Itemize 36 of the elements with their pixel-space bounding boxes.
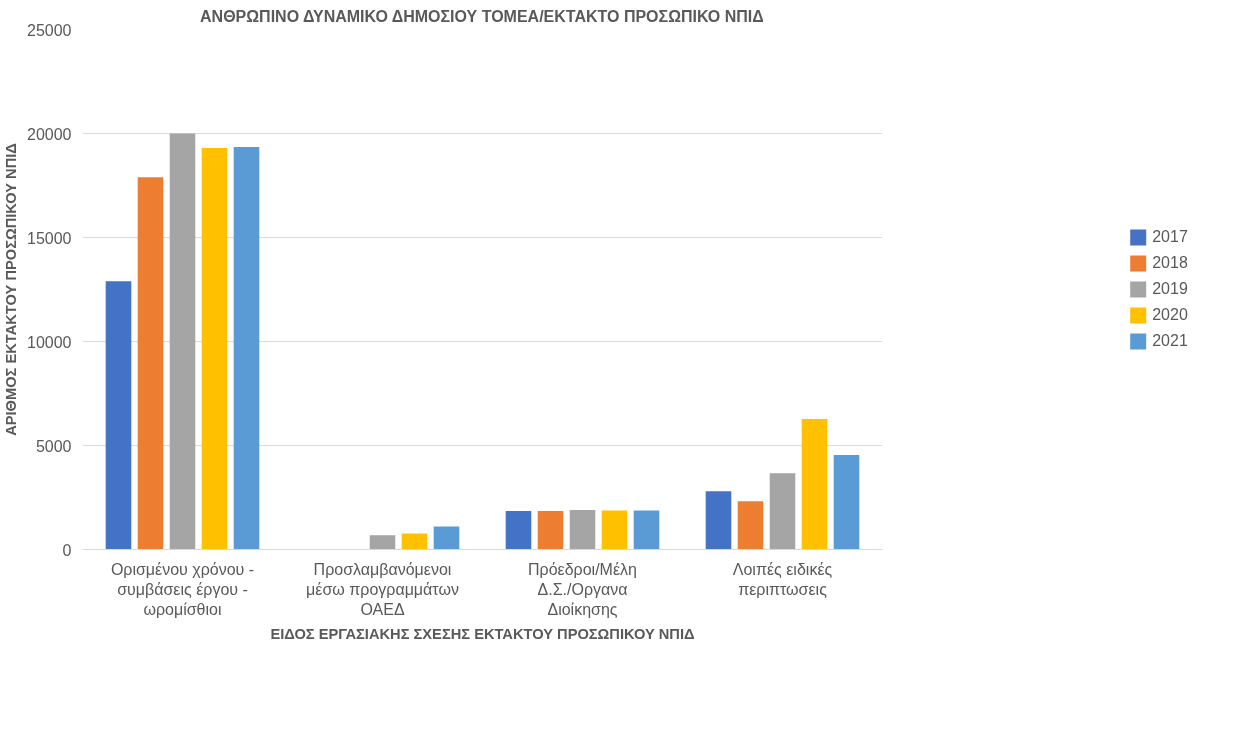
bar <box>401 533 428 550</box>
y-tick-label: 0 <box>62 541 72 559</box>
bar <box>169 133 196 550</box>
y-tick-label: 15000 <box>27 229 72 247</box>
y-tick-label: 10000 <box>27 333 72 351</box>
bar <box>769 473 796 550</box>
bar <box>233 147 260 550</box>
legend-label: 2019 <box>1152 280 1188 298</box>
y-tick-label: 25000 <box>27 21 72 39</box>
y-tick-label: 5000 <box>35 437 72 455</box>
bar <box>137 177 164 550</box>
x-tick-label: Ορισμένου χρόνου - συμβάσεις έργου - ωρομίσθιοι <box>110 560 255 619</box>
bar <box>601 510 628 550</box>
y-tick-label: 20000 <box>27 125 72 143</box>
bar <box>369 535 396 550</box>
legend-label: 2021 <box>1152 332 1188 350</box>
bar <box>105 281 132 550</box>
bar <box>705 491 732 550</box>
bar <box>801 419 828 550</box>
bar <box>537 511 564 550</box>
x-tick-label: Προσλαμβανόμενοι μέσω προγραμμάτων ΟΑΕΔ <box>306 560 459 619</box>
bar <box>433 526 460 550</box>
bar <box>569 509 596 550</box>
legend-label: 2018 <box>1152 254 1188 272</box>
bar <box>505 511 532 550</box>
bar <box>737 501 764 550</box>
x-axis-title: ΕΙΔΟΣ ΕΡΓΑΣΙΑΚΗΣ ΣΧΕΣΗΣ ΕΚΤΑΚΤΟΥ ΠΡΟΣΩΠΙΚΟΥ ΝΠΙΔ <box>270 626 695 643</box>
legend-label: 2020 <box>1152 306 1188 324</box>
y-axis-title: ΑΡΙΘΜΟΣ ΕΚΤΑΚΤΟΥ ΠΡΟΣΩΠΙΚΟΥ ΝΠΙΔ <box>3 143 20 436</box>
legend-label: 2017 <box>1152 228 1188 246</box>
bar <box>633 510 660 550</box>
x-tick-label: Λοιπές ειδικές περιπτωσεις <box>732 560 833 598</box>
x-tick-label: Πρόεδροι/Μέλη Δ.Σ./Οργανα Διοίκησης <box>528 560 637 619</box>
bar <box>201 148 228 550</box>
chart-title: ΑΝΘΡΩΠΙΝΟ ΔΥΝΑΜΙΚΟ ΔΗΜΟΣΙΟΥ ΤΟΜΕΑ/ΕΚΤΑΚΤΟ ΠΡΟΣΩΠΙΚΟ ΝΠΙΔ <box>200 7 764 25</box>
bar <box>833 455 860 550</box>
